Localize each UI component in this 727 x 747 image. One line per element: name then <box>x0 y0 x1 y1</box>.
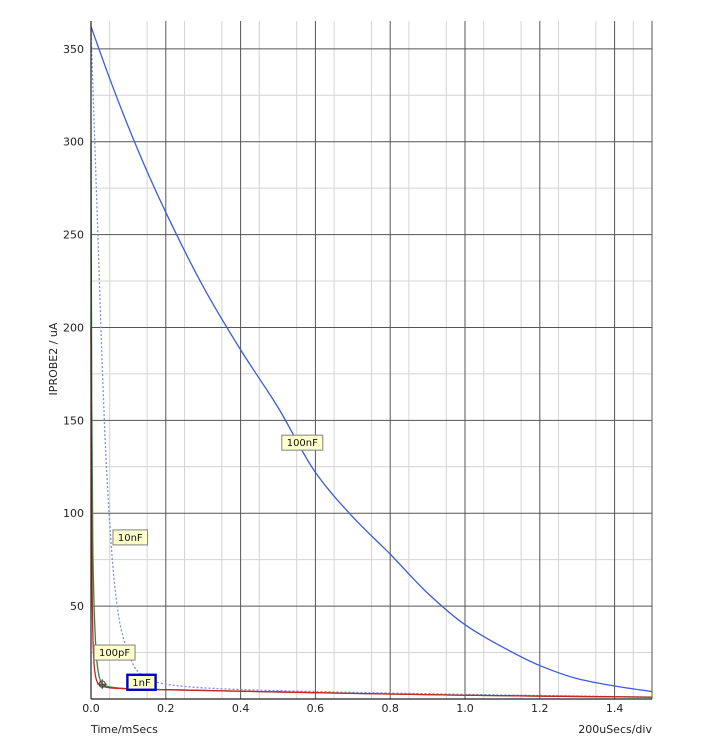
series-tag-box <box>281 434 324 451</box>
series-tag-label: 100pF <box>99 648 130 659</box>
series-line-100nF <box>90 26 653 693</box>
x-tick-label: 0.4 <box>232 702 250 715</box>
x-axis-label: Time/mSecs <box>90 723 158 736</box>
x-tick-label: 1.4 <box>606 702 624 715</box>
x-tick-label: 1.2 <box>531 702 549 715</box>
crosshair-marker-icon[interactable] <box>97 679 108 690</box>
series-line-10nF <box>90 30 653 698</box>
series-tag-box <box>126 673 157 691</box>
series-tag-10nF[interactable]: 10nF <box>112 529 149 546</box>
y-tick-label: 350 <box>63 43 84 56</box>
y-tick-label: 50 <box>70 600 84 613</box>
series-tag-box <box>112 529 149 546</box>
x-scale-note: 200uSecs/div <box>578 723 652 736</box>
x-tick-label: 0.0 <box>82 702 100 715</box>
series-tag-label: 100nF <box>287 438 318 449</box>
y-tick-label: 200 <box>63 321 84 334</box>
x-tick-label: 0.2 <box>157 702 175 715</box>
annotations: 100nF 10nF 100pF 1nF <box>93 434 324 691</box>
x-tick-label: 0.8 <box>381 702 399 715</box>
series-tag-label: 10nF <box>118 533 143 544</box>
grid <box>91 21 653 699</box>
series-tag-1nF[interactable]: 1nF <box>126 673 157 691</box>
series-tag-100nF[interactable]: 100nF <box>281 434 324 451</box>
series-tag-box <box>93 644 136 661</box>
x-tick-label: 0.6 <box>307 702 325 715</box>
y-tick-label: 100 <box>63 507 84 520</box>
y-tick-label: 250 <box>63 229 84 242</box>
series-tag-100pF[interactable]: 100pF <box>93 644 136 661</box>
series-tag-label: 1nF <box>132 678 151 689</box>
x-tick-label: 1.0 <box>456 702 474 715</box>
axes: 0.0 0.2 0.4 0.6 0.8 1.0 1.2 1.4 50 100 150 200 250 30… <box>63 21 652 715</box>
y-axis-label: IPROBE2 / uA <box>47 322 60 395</box>
y-tick-label: 150 <box>63 414 84 427</box>
y-tick-label: 300 <box>63 136 84 149</box>
